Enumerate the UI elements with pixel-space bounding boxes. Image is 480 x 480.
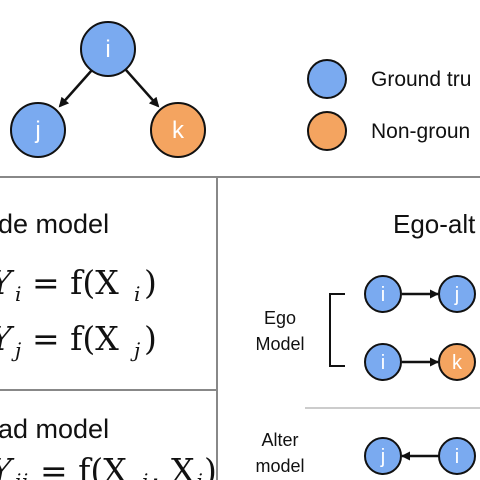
legend: Ground tru Non-groun [307, 59, 471, 151]
edge-i-to-j [58, 69, 93, 108]
ego-row-2-from-label: i [381, 352, 385, 374]
node-model-section: de model Y i = f(X i ) Y j = f(X j ) [0, 209, 157, 362]
equation-node-i: Y i = f(X i ) [0, 263, 157, 306]
eq1-close: ) [144, 263, 157, 302]
ego-label-line1: Ego [264, 308, 296, 328]
alter-row-node-j: j [364, 437, 402, 475]
ego-row-2-to-label: k [452, 352, 463, 374]
node-k-top: k [150, 102, 206, 158]
alter-row-from-label: i [455, 446, 459, 468]
ego-alter-section: Ego-alt Ego Model i j i k [255, 209, 480, 476]
pair-model-title: ad model [0, 414, 109, 444]
equation-pair: Y ij = f(X i , X j ) [0, 451, 217, 480]
panel-borders [0, 176, 480, 480]
eq3-rhs: = f(X [40, 451, 127, 480]
legend-non-ground-truth-label: Non-groun [371, 120, 470, 143]
eq3-mid: , X [150, 451, 195, 480]
ego-row-2-node-i: i [364, 343, 402, 381]
eq2-rhs-sub: j [130, 338, 140, 362]
eq2-close: ) [144, 319, 157, 358]
eq1-rhs: = f(X [32, 263, 119, 302]
node-i-label: i [105, 36, 110, 63]
legend-ground-truth-label: Ground tru [371, 68, 471, 91]
eq1-lhs: Y [0, 263, 15, 302]
alter-row: j i [364, 437, 476, 475]
node-k-label: k [172, 117, 185, 144]
eq3-mid-sub: j [192, 469, 202, 480]
eq2-lhs-sub: j [11, 338, 21, 362]
ego-alter-title: Ego-alt [393, 209, 476, 239]
ego-row-1-from-label: i [381, 284, 385, 306]
node-j-top: j [10, 102, 66, 158]
ego-row-1: i j [364, 275, 476, 313]
ego-row-1-to-label: j [454, 284, 459, 306]
node-i-top: i [80, 21, 136, 77]
eq2-lhs: Y [0, 319, 15, 358]
ego-row-2-node-k: k [438, 343, 476, 381]
equation-node-j: Y j = f(X j ) [0, 319, 157, 362]
eq1-rhs-sub: i [134, 282, 140, 306]
edge-i-to-k [125, 69, 160, 108]
ego-row-1-node-i: i [364, 275, 402, 313]
alter-label-line2: model [255, 456, 304, 476]
ego-row-1-node-j: j [438, 275, 476, 313]
legend-ground-truth-swatch [307, 59, 347, 99]
alter-label-line1: Alter [261, 430, 298, 450]
alter-row-to-label: j [380, 446, 385, 468]
ego-row-2: i k [364, 343, 476, 381]
pair-model-section: ad model Y ij = f(X i , X j ) [0, 414, 217, 480]
eq1-lhs-sub: i [15, 282, 21, 306]
node-model-title: de model [0, 209, 109, 239]
alter-row-node-i: i [438, 437, 476, 475]
node-j-label: j [34, 117, 40, 144]
eq2-rhs: = f(X [32, 319, 119, 358]
eq3-rhs-sub: i [142, 469, 148, 480]
top-graph: i j k [10, 21, 206, 158]
ego-bracket [329, 293, 345, 367]
legend-non-ground-truth-swatch [307, 111, 347, 151]
eq3-lhs: Y [0, 451, 15, 480]
eq3-close: ) [204, 451, 217, 480]
ego-label-line2: Model [255, 334, 304, 354]
eq3-lhs-sub: ij [15, 469, 28, 480]
